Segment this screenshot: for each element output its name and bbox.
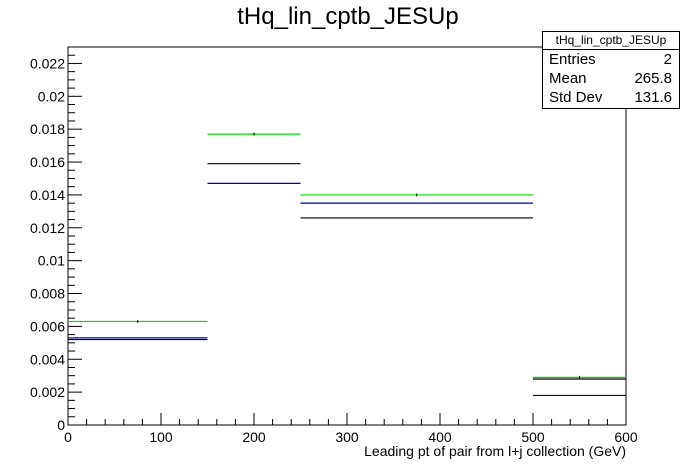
stats-mean-label: Mean xyxy=(549,70,587,87)
y-tick-label: 0 xyxy=(57,417,65,433)
x-axis-label: Leading pt of pair from l+j collection (… xyxy=(364,443,626,459)
stats-mean-value: 265.8 xyxy=(634,70,672,87)
histogram-series xyxy=(68,132,626,379)
x-tick-label: 200 xyxy=(242,429,266,445)
y-tick-label: 0.02 xyxy=(38,88,65,104)
x-tick-label: 500 xyxy=(521,429,545,445)
y-axis: 0 0.002 0.004 0.006 0.008 0.01 0.012 0.014 0.016… xyxy=(30,46,82,433)
y-tick-label: 0.002 xyxy=(30,384,65,400)
x-tick-label: 0 xyxy=(64,429,72,445)
y-tick-label: 0.01 xyxy=(38,253,65,269)
stats-stddev-label: Std Dev xyxy=(549,89,603,106)
y-tick-label: 0.006 xyxy=(30,318,65,334)
stats-row-entries: Entries 2 xyxy=(543,50,679,69)
stats-title: tHq_lin_cptb_JESUp xyxy=(543,32,679,50)
y-tick-label: 0.004 xyxy=(30,351,65,367)
x-tick-label: 600 xyxy=(614,429,638,445)
histogram-series xyxy=(68,163,626,380)
y-tick-label: 0.012 xyxy=(30,220,65,236)
x-tick-label: 400 xyxy=(428,429,452,445)
stats-stddev-value: 131.6 xyxy=(634,89,672,106)
y-tick-label: 0.008 xyxy=(30,286,65,302)
stats-row-stddev: Std Dev 131.6 xyxy=(543,88,679,107)
x-tick-label: 100 xyxy=(149,429,173,445)
y-tick-label: 0.018 xyxy=(30,121,65,137)
chart-title: tHq_lin_cptb_JESUp xyxy=(237,3,458,30)
series-layer xyxy=(68,132,626,397)
y-tick-label: 0.022 xyxy=(30,55,65,71)
stats-row-mean: Mean 265.8 xyxy=(543,69,679,88)
x-axis: 0 100 200 300 400 500 600 xyxy=(64,413,638,445)
y-tick-label: 0.014 xyxy=(30,187,65,203)
y-tick-label: 0.016 xyxy=(30,154,65,170)
stats-box: tHq_lin_cptb_JESUp Entries 2 Mean 265.8 … xyxy=(542,31,680,109)
x-tick-label: 300 xyxy=(335,429,359,445)
stats-entries-label: Entries xyxy=(549,51,596,68)
histogram-series xyxy=(68,182,626,397)
stats-entries-value: 2 xyxy=(663,51,672,68)
